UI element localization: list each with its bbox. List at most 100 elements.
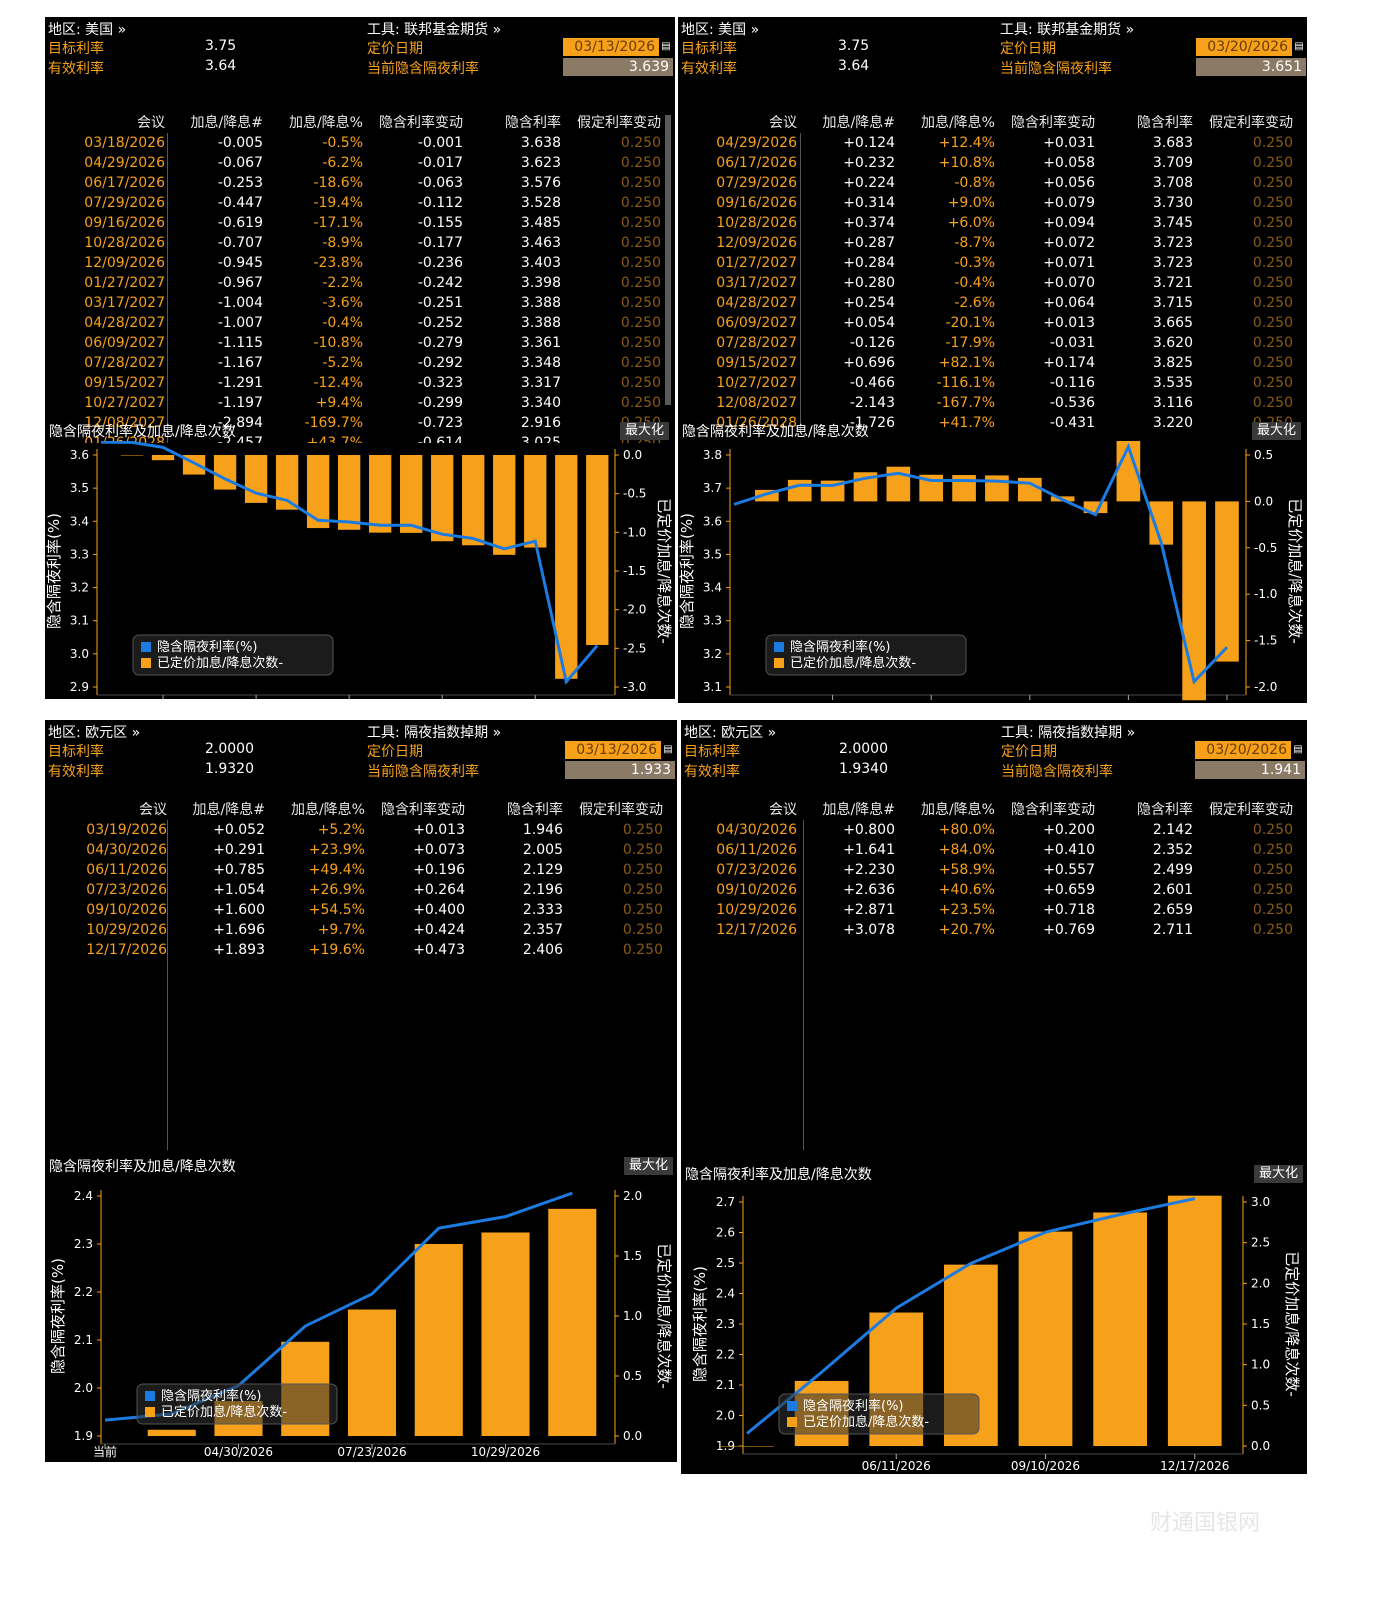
maximize-button[interactable]: 最大化 xyxy=(623,1157,673,1175)
maximize-button[interactable]: 最大化 xyxy=(1253,1165,1303,1183)
table-row[interactable]: 10/27/2027 -1.197 +9.4% -0.299 3.340 0.250 xyxy=(45,393,675,413)
table-row[interactable]: 06/11/2026 +1.641 +84.0% +0.410 2.352 0.250 xyxy=(681,840,1307,860)
table-row[interactable]: 12/17/2026 +3.078 +20.7% +0.769 2.711 0.250 xyxy=(681,920,1307,940)
tool-selector[interactable]: 工具: 联邦基金期货 » xyxy=(1000,22,1135,38)
legend-box xyxy=(778,1393,980,1435)
table-row[interactable]: 06/11/2026 +0.785 +49.4% +0.196 2.129 0.250 xyxy=(45,860,677,880)
table-row[interactable]: 10/29/2026 +2.871 +23.5% +0.718 2.659 0.250 xyxy=(681,900,1307,920)
tool-selector[interactable]: 工具: 隔夜指数掉期 » xyxy=(367,725,502,741)
column-header-col-meeting[interactable]: 会议 xyxy=(769,115,797,131)
calendar-icon[interactable]: ▤ xyxy=(1292,741,1304,759)
table-row[interactable]: 04/28/2027 +0.254 -2.6% +0.064 3.715 0.250 xyxy=(678,293,1307,313)
column-header-col-hike-count[interactable]: 加息/降息# xyxy=(192,802,265,818)
pricing-date-input[interactable]: 03/13/2026 xyxy=(565,741,661,759)
table-row[interactable]: 10/27/2027 -0.466 -116.1% -0.116 3.535 0.250 xyxy=(678,373,1307,393)
column-header-col-hike-pct[interactable]: 加息/降息% xyxy=(290,802,365,818)
column-header-col-rate-change[interactable]: 隐含利率变动 xyxy=(1011,115,1095,131)
table-row[interactable]: 09/15/2027 -1.291 -12.4% -0.323 3.317 0.250 xyxy=(45,373,675,393)
calendar-icon[interactable]: ▤ xyxy=(660,38,672,56)
column-header-col-rate-change[interactable]: 隐含利率变动 xyxy=(381,802,465,818)
column-header-col-implied-rate[interactable]: 隐含利率 xyxy=(505,115,561,131)
table-row[interactable]: 10/29/2026 +1.696 +9.7% +0.424 2.357 0.250 xyxy=(45,920,677,940)
column-header-col-hike-count[interactable]: 加息/降息# xyxy=(822,802,895,818)
cell-col-hike-pct: +80.0% xyxy=(938,822,995,838)
column-header-col-assumed-change[interactable]: 假定利率变动 xyxy=(1209,802,1293,818)
column-header-col-assumed-change[interactable]: 假定利率变动 xyxy=(577,115,661,131)
cell-col-implied-rate: 3.348 xyxy=(520,355,561,371)
tool-selector[interactable]: 工具: 隔夜指数掉期 » xyxy=(1001,725,1136,741)
column-header-col-meeting[interactable]: 会议 xyxy=(137,115,165,131)
table-row[interactable]: 10/28/2026 +0.374 +6.0% +0.094 3.745 0.250 xyxy=(678,213,1307,233)
table-scrollbar[interactable] xyxy=(665,115,671,405)
column-header-col-rate-change[interactable]: 隐含利率变动 xyxy=(379,115,463,131)
column-header-col-assumed-change[interactable]: 假定利率变动 xyxy=(1209,115,1293,131)
table-row[interactable]: 06/17/2026 -0.253 -18.6% -0.063 3.576 0.250 xyxy=(45,173,675,193)
column-header-col-hike-pct[interactable]: 加息/降息% xyxy=(288,115,363,131)
region-selector[interactable]: 地区: 欧元区 » xyxy=(684,725,777,741)
table-row[interactable]: 04/30/2026 +0.800 +80.0% +0.200 2.142 0.250 xyxy=(681,820,1307,840)
cell-col-rate-change: +0.200 xyxy=(1043,822,1095,838)
column-header-col-hike-count[interactable]: 加息/降息# xyxy=(190,115,263,131)
column-header-col-implied-rate[interactable]: 隐含利率 xyxy=(507,802,563,818)
table-row[interactable]: 06/09/2027 -1.115 -10.8% -0.279 3.361 0.250 xyxy=(45,333,675,353)
table-row[interactable]: 12/17/2026 +1.893 +19.6% +0.473 2.406 0.250 xyxy=(45,940,677,960)
table-row[interactable]: 10/28/2026 -0.707 -8.9% -0.177 3.463 0.250 xyxy=(45,233,675,253)
table-row[interactable]: 12/09/2026 -0.945 -23.8% -0.236 3.403 0.250 xyxy=(45,253,675,273)
table-row[interactable]: 03/19/2026 +0.052 +5.2% +0.013 1.946 0.250 xyxy=(45,820,677,840)
tool-selector[interactable]: 工具: 联邦基金期货 » xyxy=(367,22,502,38)
column-header-col-implied-rate[interactable]: 隐含利率 xyxy=(1137,115,1193,131)
table-row[interactable]: 07/28/2027 -1.167 -5.2% -0.292 3.348 0.250 xyxy=(45,353,675,373)
meeting-table: 会议 加息/降息# 加息/降息% 隐含利率变动 隐含利率 假定利率变动 03/19/2026… xyxy=(45,800,677,1150)
calendar-icon[interactable]: ▤ xyxy=(662,741,674,759)
table-row[interactable]: 06/17/2026 +0.232 +10.8% +0.058 3.709 0.250 xyxy=(678,153,1307,173)
table-row[interactable]: 03/17/2027 +0.280 -0.4% +0.070 3.721 0.250 xyxy=(678,273,1307,293)
column-header-col-hike-pct[interactable]: 加息/降息% xyxy=(920,802,995,818)
table-row[interactable]: 09/16/2026 -0.619 -17.1% -0.155 3.485 0.250 xyxy=(45,213,675,233)
table-row[interactable]: 07/28/2027 -0.126 -17.9% -0.031 3.620 0.250 xyxy=(678,333,1307,353)
table-row[interactable]: 12/08/2027 -2.143 -167.7% -0.536 3.116 0.250 xyxy=(678,393,1307,413)
table-row[interactable]: 07/29/2026 -0.447 -19.4% -0.112 3.528 0.250 xyxy=(45,193,675,213)
table-row[interactable]: 04/29/2026 +0.124 +12.4% +0.031 3.683 0.250 xyxy=(678,133,1307,153)
table-row[interactable]: 03/17/2027 -1.004 -3.6% -0.251 3.388 0.250 xyxy=(45,293,675,313)
maximize-button[interactable]: 最大化 xyxy=(619,422,669,440)
table-row[interactable]: 09/10/2026 +1.600 +54.5% +0.400 2.333 0.250 xyxy=(45,900,677,920)
pricing-date-input[interactable]: 03/20/2026 xyxy=(1196,38,1292,56)
legend-label-bar: 已定价加息/降息次数- xyxy=(803,1414,929,1430)
right-tick-label: -0.5 xyxy=(623,487,646,501)
column-header-col-hike-count[interactable]: 加息/降息# xyxy=(822,115,895,131)
table-row[interactable]: 01/27/2027 -0.967 -2.2% -0.242 3.398 0.250 xyxy=(45,273,675,293)
table-row[interactable]: 09/15/2027 +0.696 +82.1% +0.174 3.825 0.250 xyxy=(678,353,1307,373)
maximize-button[interactable]: 最大化 xyxy=(1251,422,1301,440)
region-selector[interactable]: 地区: 美国 » xyxy=(48,22,127,38)
pricing-date-input[interactable]: 03/20/2026 xyxy=(1195,741,1291,759)
table-row[interactable]: 09/16/2026 +0.314 +9.0% +0.079 3.730 0.250 xyxy=(678,193,1307,213)
right-tick-label: 0.0 xyxy=(1251,1439,1270,1453)
calendar-icon[interactable]: ▤ xyxy=(1293,38,1305,56)
column-header-col-hike-pct[interactable]: 加息/降息% xyxy=(920,115,995,131)
table-row[interactable]: 04/29/2026 -0.067 -6.2% -0.017 3.623 0.250 xyxy=(45,153,675,173)
column-header-col-meeting[interactable]: 会议 xyxy=(769,802,797,818)
column-header-col-assumed-change[interactable]: 假定利率变动 xyxy=(579,802,663,818)
table-row[interactable]: 01/27/2027 +0.284 -0.3% +0.071 3.723 0.250 xyxy=(678,253,1307,273)
table-body: 03/18/2026 -0.005 -0.5% -0.001 3.638 0.250 04/… xyxy=(45,133,675,443)
table-row[interactable]: 04/30/2026 +0.291 +23.9% +0.073 2.005 0.250 xyxy=(45,840,677,860)
table-row[interactable]: 03/18/2026 -0.005 -0.5% -0.001 3.638 0.250 xyxy=(45,133,675,153)
table-row[interactable]: 12/09/2026 +0.287 -8.7% +0.072 3.723 0.250 xyxy=(678,233,1307,253)
region-selector[interactable]: 地区: 欧元区 » xyxy=(48,725,141,741)
column-header-col-implied-rate[interactable]: 隐含利率 xyxy=(1137,802,1193,818)
target-rate-label: 目标利率 xyxy=(681,41,737,57)
table-row[interactable]: 07/23/2026 +2.230 +58.9% +0.557 2.499 0.250 xyxy=(681,860,1307,880)
cell-col-hike-count: -0.967 xyxy=(217,275,263,291)
table-row[interactable]: 09/10/2026 +2.636 +40.6% +0.659 2.601 0.250 xyxy=(681,880,1307,900)
table-body: 03/19/2026 +0.052 +5.2% +0.013 1.946 0.250 04/… xyxy=(45,820,677,1150)
region-selector[interactable]: 地区: 美国 » xyxy=(681,22,760,38)
pricing-date-input[interactable]: 03/13/2026 xyxy=(563,38,659,56)
column-header-col-rate-change[interactable]: 隐含利率变动 xyxy=(1011,802,1095,818)
right-tick-label: -0.5 xyxy=(1254,541,1277,555)
table-row[interactable]: 06/09/2027 +0.054 -20.1% +0.013 3.665 0.250 xyxy=(678,313,1307,333)
table-row[interactable]: 07/23/2026 +1.054 +26.9% +0.264 2.196 0.250 xyxy=(45,880,677,900)
table-row[interactable]: 07/29/2026 +0.224 -0.8% +0.056 3.708 0.250 xyxy=(678,173,1307,193)
column-header-col-meeting[interactable]: 会议 xyxy=(139,802,167,818)
table-row[interactable]: 04/28/2027 -1.007 -0.4% -0.252 3.388 0.250 xyxy=(45,313,675,333)
